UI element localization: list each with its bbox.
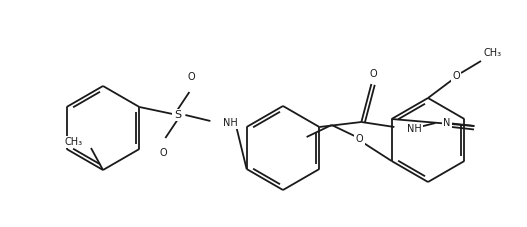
Text: S: S <box>174 110 181 120</box>
Text: NH: NH <box>223 118 238 128</box>
Text: N: N <box>443 118 451 128</box>
Text: O: O <box>369 69 377 79</box>
Text: O: O <box>356 134 364 144</box>
Text: O: O <box>160 148 167 158</box>
Text: CH₃: CH₃ <box>65 137 83 147</box>
Text: NH: NH <box>407 124 422 134</box>
Text: CH₃: CH₃ <box>483 48 501 58</box>
Text: O: O <box>452 71 460 81</box>
Text: O: O <box>188 72 195 82</box>
